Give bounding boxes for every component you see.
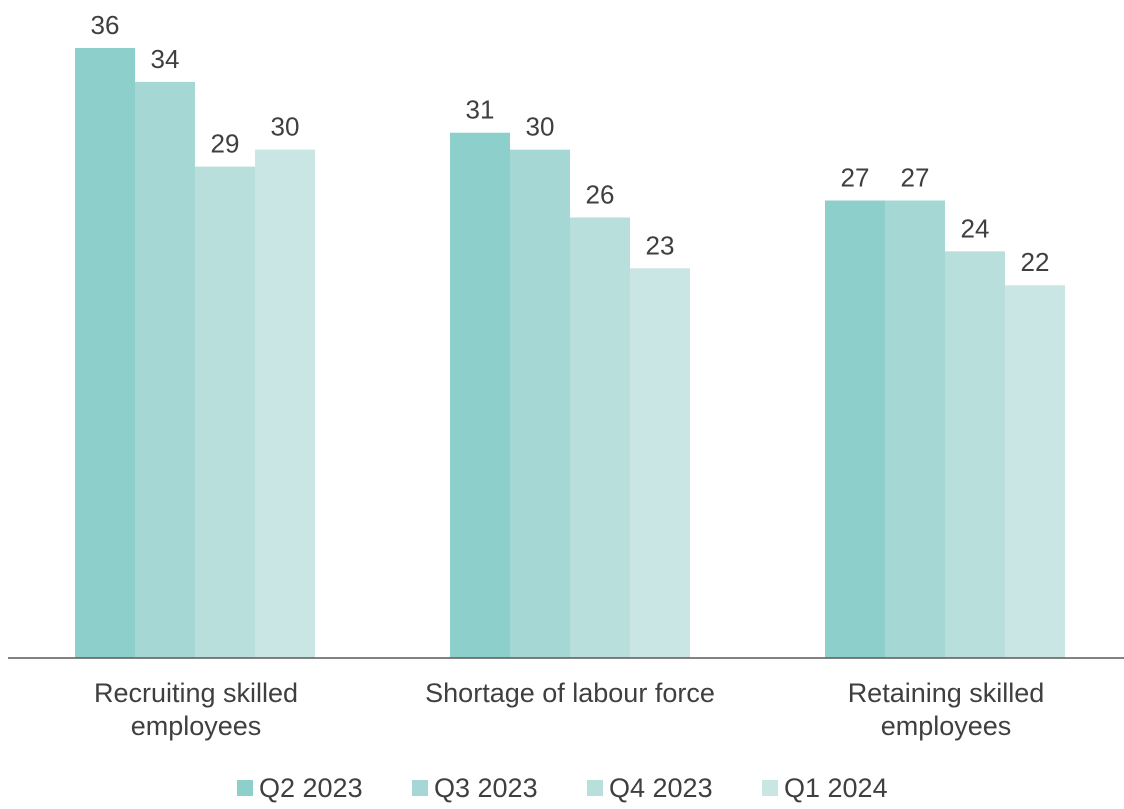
value-label-1-2: 34 [151,44,180,74]
value-label-1-4: 30 [271,112,300,142]
value-label-2-3: 26 [586,179,615,209]
category-label-2-line-1: Shortage of labour force [425,678,715,708]
bar-1-1 [75,48,135,658]
bar-3-3 [945,251,1005,659]
category-label-3-line-1: Retaining skilled [848,678,1045,708]
bar-2-1 [450,132,510,658]
bar-2-2 [510,149,570,658]
bar-3-2 [885,200,945,658]
bar-3-1 [825,200,885,658]
category-label-1-line-2: employees [131,711,262,741]
legend-label-4: Q1 2024 [784,773,888,803]
value-label-2-2: 30 [526,112,555,142]
value-label-3-2: 27 [901,163,930,193]
legend-swatch-2 [412,780,428,796]
legend-label-1: Q2 2023 [259,773,363,803]
bar-1-4 [255,149,315,658]
legend: Q2 2023 Q3 2023 Q4 2023 Q1 2024 [237,773,888,803]
value-label-2-1: 31 [466,95,495,125]
value-label-3-3: 24 [961,213,990,243]
legend-swatch-1 [237,780,253,796]
legend-label-2: Q3 2023 [434,773,538,803]
value-labels-layer: 36 31 27 34 30 27 29 26 24 30 23 22 [91,10,1050,277]
bar-1-3 [195,166,255,658]
legend-swatch-4 [762,780,778,796]
value-label-2-4: 23 [646,230,675,260]
value-label-1-3: 29 [211,129,240,159]
bar-3-4 [1005,285,1065,658]
bar-1-2 [135,81,195,658]
category-label-1-line-1: Recruiting skilled [94,678,298,708]
value-label-3-4: 22 [1021,247,1050,277]
legend-label-3: Q4 2023 [609,773,713,803]
bars-layer [75,48,1065,659]
bar-2-3 [570,217,630,658]
value-label-3-1: 27 [841,163,870,193]
category-label-3-line-2: employees [881,711,1012,741]
bar-2-4 [630,268,690,658]
legend-swatch-3 [587,780,603,796]
value-label-1-1: 36 [91,10,120,40]
